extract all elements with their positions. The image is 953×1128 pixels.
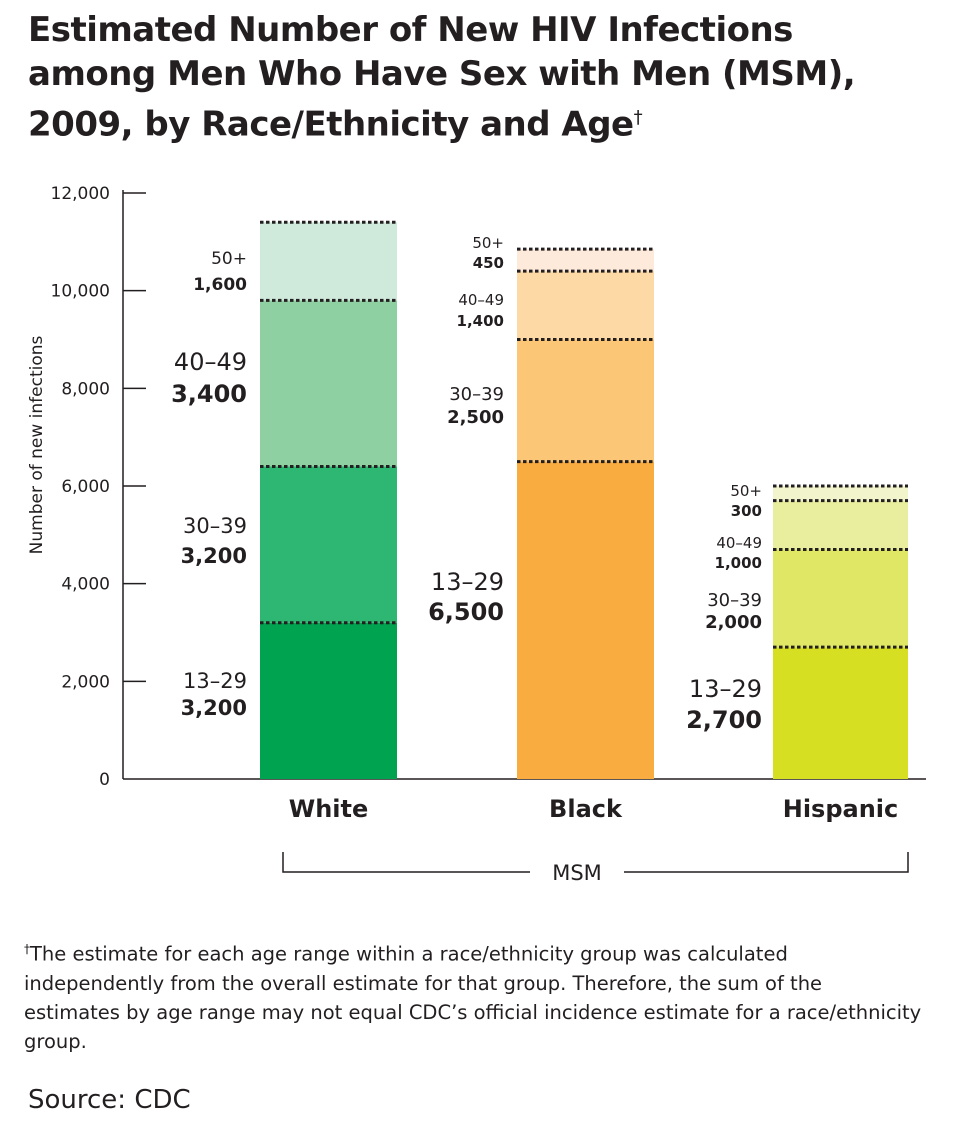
segment-age-label: 13–29 — [689, 675, 762, 703]
dagger-mark: † — [633, 107, 643, 128]
category-label: Hispanic — [783, 795, 899, 823]
y-tick-label: 2,000 — [61, 672, 110, 692]
category-label: White — [289, 795, 369, 823]
segment-age-label: 50+ — [730, 482, 762, 500]
y-tick-label: 4,000 — [61, 575, 110, 595]
segment-value-label: 1,000 — [715, 554, 762, 572]
bar-segment-hispanic-1 — [773, 549, 908, 648]
y-tick-label: 8,000 — [61, 379, 110, 399]
source-note: Source: CDC — [28, 1085, 191, 1115]
segment-age-label: 40–49 — [716, 534, 762, 552]
y-tick-label: 12,000 — [51, 184, 110, 204]
segment-age-label: 50+ — [472, 234, 504, 252]
segment-value-label: 3,400 — [171, 380, 247, 408]
segment-value-label: 6,500 — [428, 598, 504, 626]
bar-segment-hispanic-3 — [773, 486, 908, 501]
segment-age-label: 30–39 — [707, 590, 762, 611]
bar-segment-hispanic-2 — [773, 500, 908, 550]
y-tick-label: 10,000 — [51, 282, 110, 302]
chart-title: Estimated Number of New HIV Infections a… — [28, 10, 856, 145]
y-tick-label: 6,000 — [61, 477, 110, 497]
footnote: †The estimate for each age range within … — [24, 942, 922, 1053]
segment-age-label: 13–29 — [183, 669, 247, 693]
segment-value-label: 2,700 — [686, 706, 762, 734]
bar-segment-black-1 — [517, 339, 654, 462]
bar-segment-white-0 — [260, 622, 397, 779]
segment-value-label: 300 — [731, 502, 762, 520]
bar-segment-hispanic-0 — [773, 647, 908, 779]
bar-segment-black-2 — [517, 271, 654, 340]
segment-value-label: 3,200 — [181, 696, 247, 720]
segment-value-label: 2,000 — [705, 612, 762, 633]
group-label: MSM — [552, 861, 602, 885]
bar-segment-white-1 — [260, 466, 397, 623]
bar-segment-black-3 — [517, 249, 654, 272]
segment-age-label: 13–29 — [431, 568, 504, 596]
segment-value-label: 450 — [473, 254, 504, 272]
segment-value-label: 2,500 — [447, 407, 504, 428]
segment-age-label: 30–39 — [183, 514, 247, 538]
segment-age-label: 40–49 — [458, 291, 504, 309]
segment-value-label: 1,600 — [193, 275, 247, 295]
segment-value-label: 1,400 — [457, 312, 504, 330]
segment-age-label: 50+ — [211, 249, 247, 269]
bar-segment-white-3 — [260, 222, 397, 301]
bar-segment-black-0 — [517, 461, 654, 779]
bar-segment-white-2 — [260, 300, 397, 467]
segment-value-label: 3,200 — [181, 544, 247, 568]
y-tick-label: 0 — [99, 770, 110, 790]
segment-age-label: 40–49 — [174, 348, 247, 376]
y-axis-label: Number of new infections — [27, 335, 47, 554]
category-label: Black — [549, 795, 623, 823]
group-bracket — [282, 852, 909, 873]
segment-age-label: 30–39 — [449, 384, 504, 405]
